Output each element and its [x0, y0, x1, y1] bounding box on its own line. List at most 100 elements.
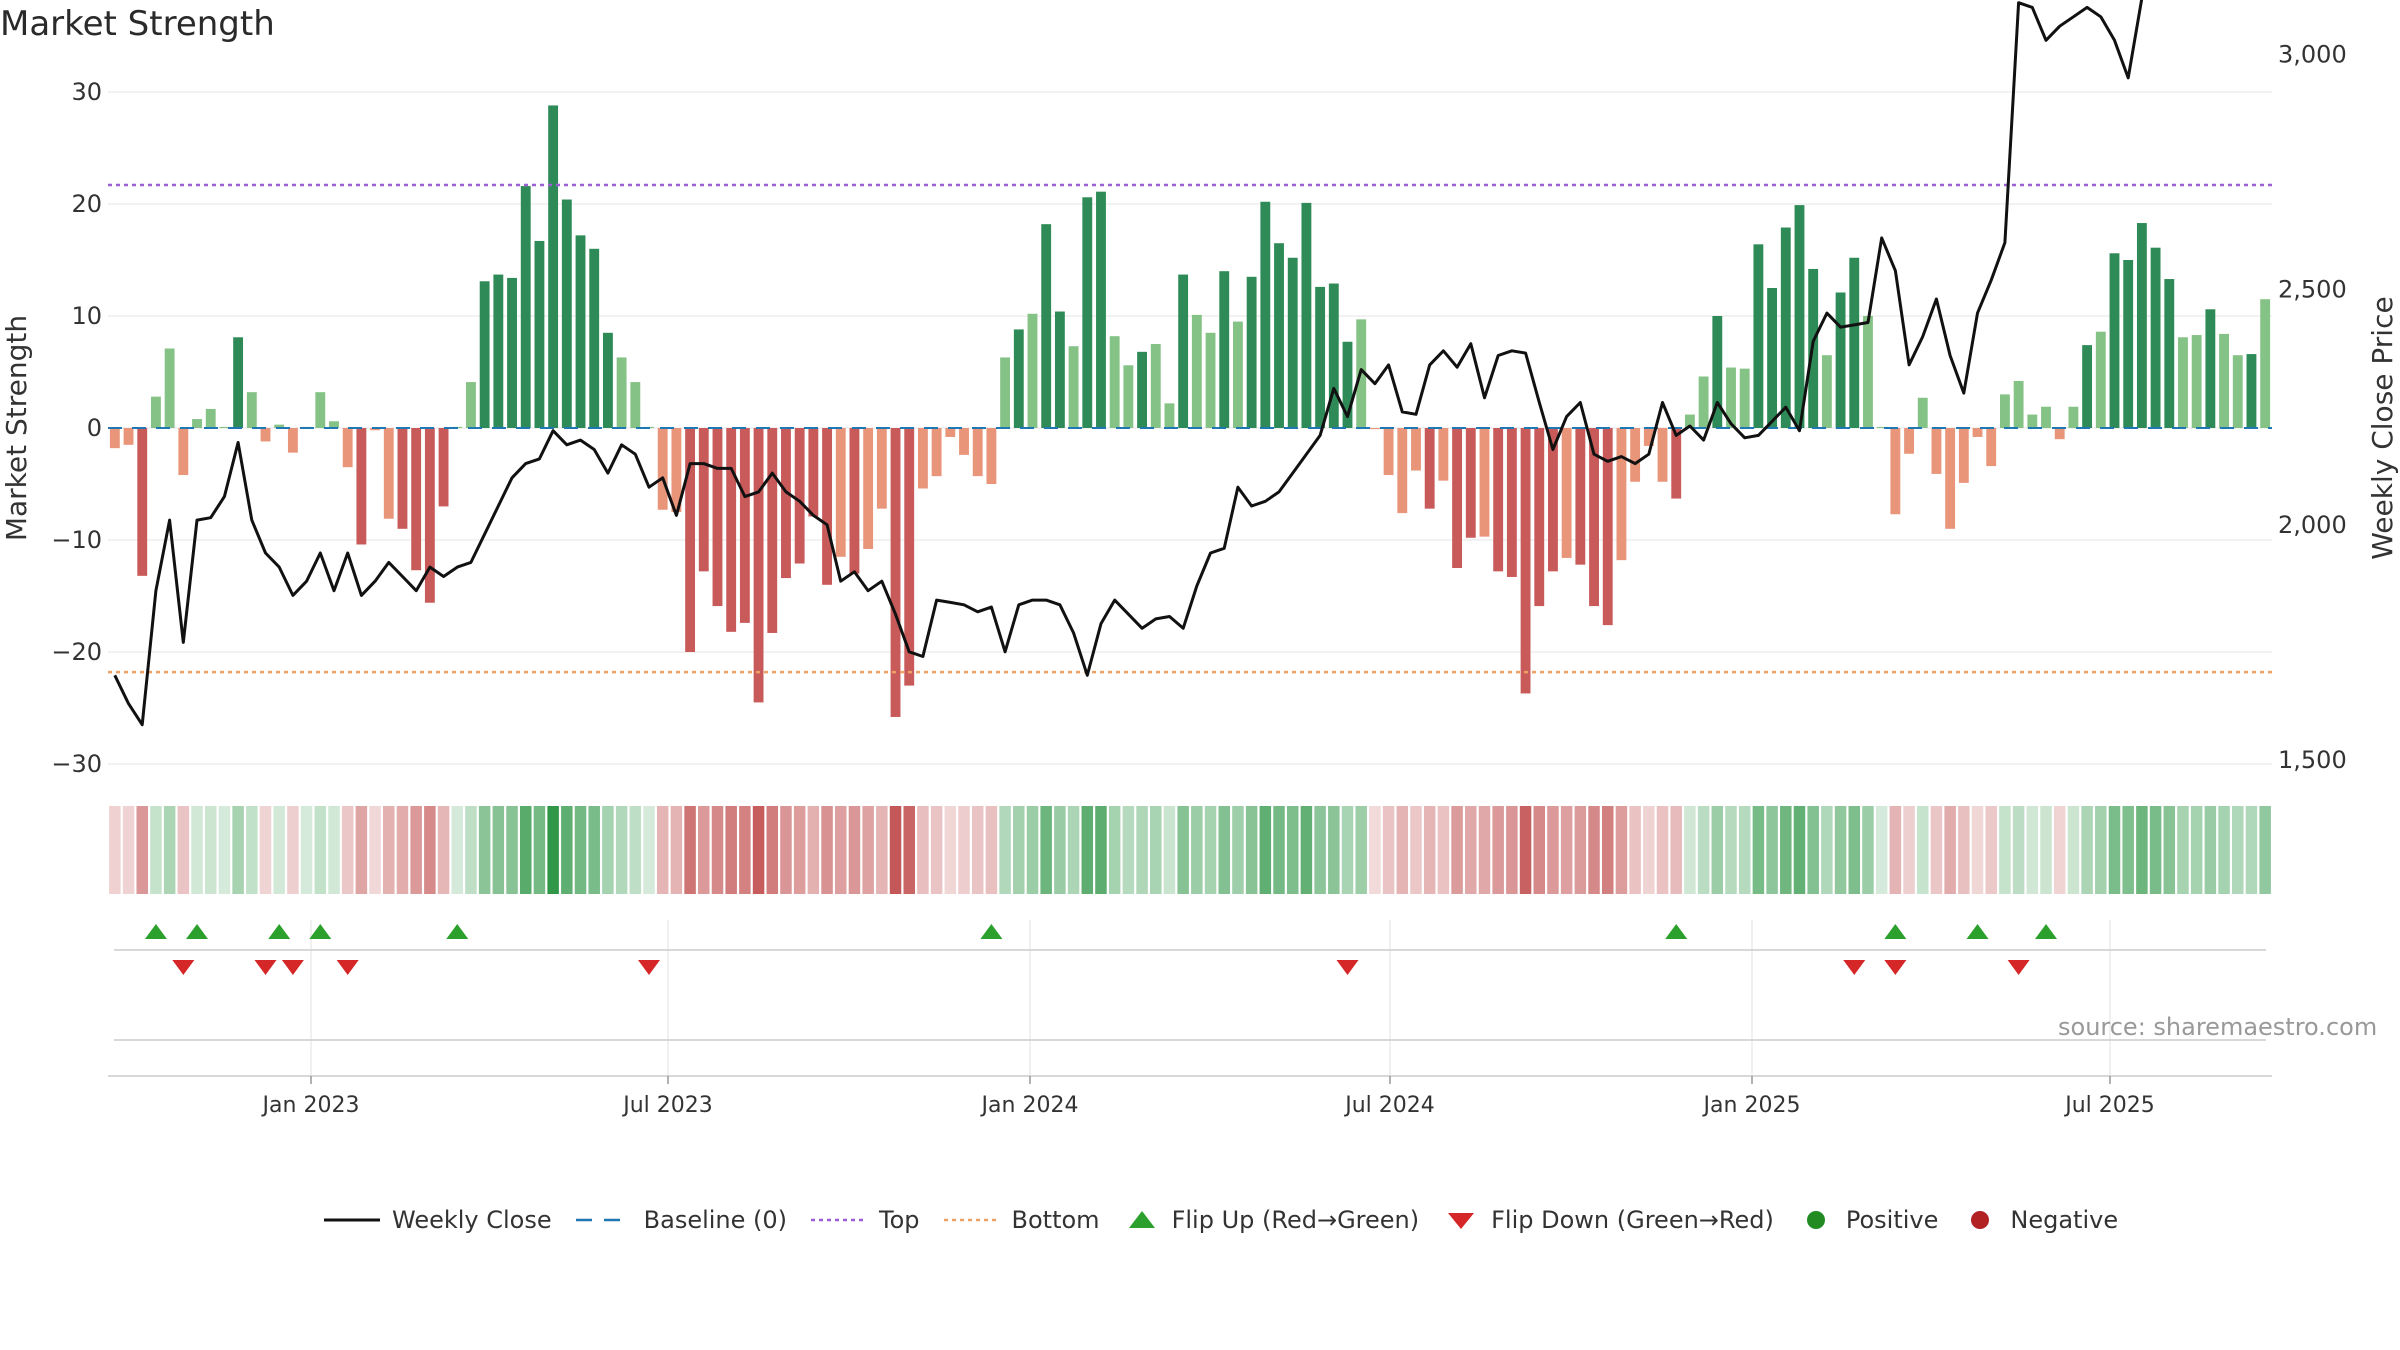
strength-bar [876, 428, 887, 509]
strip-cell [821, 806, 833, 894]
strip-cell [451, 806, 464, 894]
strip-cell [177, 806, 190, 894]
strength-bar [205, 408, 216, 428]
strip-cell [1492, 806, 1504, 894]
strip-cell [711, 806, 724, 894]
legend-item-flip-up: Flip Up (Red→Green) [1122, 1206, 1420, 1234]
strength-bar [260, 428, 271, 442]
strength-bar [1246, 276, 1257, 428]
strip-cell [1177, 806, 1189, 894]
strip-cell [1930, 806, 1943, 894]
strip-cell [1601, 806, 1614, 894]
strip-cell [1081, 806, 1094, 894]
strip-cell [1122, 806, 1135, 894]
y-tick-label: −20 [51, 638, 102, 666]
strength-bar [411, 428, 422, 571]
strip-cell [2136, 806, 2148, 894]
strength-bar [1917, 397, 1928, 428]
flip-up-marker [309, 924, 332, 939]
strip-cell [492, 806, 505, 894]
strip-cell [944, 806, 957, 894]
strip-cell [561, 806, 573, 894]
flip-markers [144, 924, 2058, 975]
flip-up-marker [1665, 924, 1688, 939]
strip-cell [862, 806, 874, 894]
triangle-down-icon [1448, 1213, 1475, 1229]
strength-bar [383, 428, 394, 519]
strength-bar [1260, 201, 1271, 428]
strength-bar [2109, 253, 2120, 428]
strip-cell [958, 806, 970, 894]
strength-bar [1945, 428, 1956, 529]
strength-bar [2164, 279, 2175, 428]
strength-bar [726, 428, 737, 632]
strip-cell [1889, 806, 1902, 894]
strip-cell [1725, 806, 1737, 894]
strength-bar [1054, 311, 1065, 428]
strip-cell [2122, 806, 2134, 894]
y-tick-label: 0 [87, 414, 102, 442]
strength-bar [2068, 406, 2079, 428]
strength-bar [1986, 428, 1997, 467]
strength-bar [890, 428, 901, 717]
strip-cell [2163, 806, 2176, 894]
strip-cell [1629, 806, 1641, 894]
strength-bar [1602, 428, 1613, 626]
strip-cell [739, 806, 751, 894]
x-tick-label: Jan 2024 [980, 1093, 1079, 1118]
strip-cell [1738, 806, 1751, 894]
strip-cell [1848, 806, 1861, 894]
strip-cell [1697, 806, 1710, 894]
flip-up-marker [980, 924, 1003, 939]
strip-cell [109, 806, 121, 894]
strength-bar [808, 428, 819, 517]
strip-cell [218, 806, 231, 894]
weekly-close-series [113, 0, 2144, 727]
strength-bar [959, 428, 969, 455]
strength-bar [342, 428, 353, 468]
strength-bar [1082, 197, 1093, 428]
strip-cell [1369, 806, 1381, 894]
strip-cell [1588, 806, 1600, 894]
strength-bar [274, 424, 285, 428]
flip-down-marker [1843, 960, 1866, 975]
legend-item-flip-down: Flip Down (Green→Red) [1441, 1206, 1774, 1234]
strength-bar [1013, 329, 1024, 428]
strength-bar [1369, 428, 1380, 430]
strength-bar [1548, 428, 1558, 572]
strength-bar [986, 428, 997, 484]
strength-bar [109, 428, 120, 449]
weekly-close-line [113, 0, 2144, 727]
strip-cell [793, 806, 806, 894]
strength-bar [466, 382, 476, 428]
strip-cell [2245, 806, 2258, 894]
strip-cell [2218, 806, 2230, 894]
line-dashed-icon [575, 1218, 632, 1222]
strength-bar [1219, 271, 1230, 428]
strip-cell [766, 806, 779, 894]
strip-cell [1245, 806, 1258, 894]
y-axis-title: Market Strength [0, 315, 33, 541]
strip-cell [2232, 806, 2244, 894]
strength-bar [1876, 426, 1887, 428]
strength-bar [1739, 368, 1750, 428]
x-tick-label: Jan 2025 [1702, 1093, 1801, 1118]
line-solid-icon [324, 1218, 380, 1222]
strength-bar [2219, 333, 2229, 428]
strip-cell [246, 806, 258, 894]
strip-cell [588, 806, 600, 894]
strength-bar [602, 332, 613, 428]
strip-cell [1985, 806, 1997, 894]
strength-bar [1958, 428, 1969, 483]
flip-up-marker [446, 924, 469, 939]
strip-cell [602, 806, 614, 894]
strip-cell [999, 806, 1011, 894]
strength-bar [1684, 414, 1695, 428]
strength-bar [2178, 337, 2188, 428]
legend-label: Flip Up (Red→Green) [1171, 1206, 1420, 1234]
flip-up-marker [268, 924, 291, 939]
strip-cell [725, 806, 737, 894]
strength-bar [438, 428, 449, 507]
strip-cell [136, 806, 148, 894]
